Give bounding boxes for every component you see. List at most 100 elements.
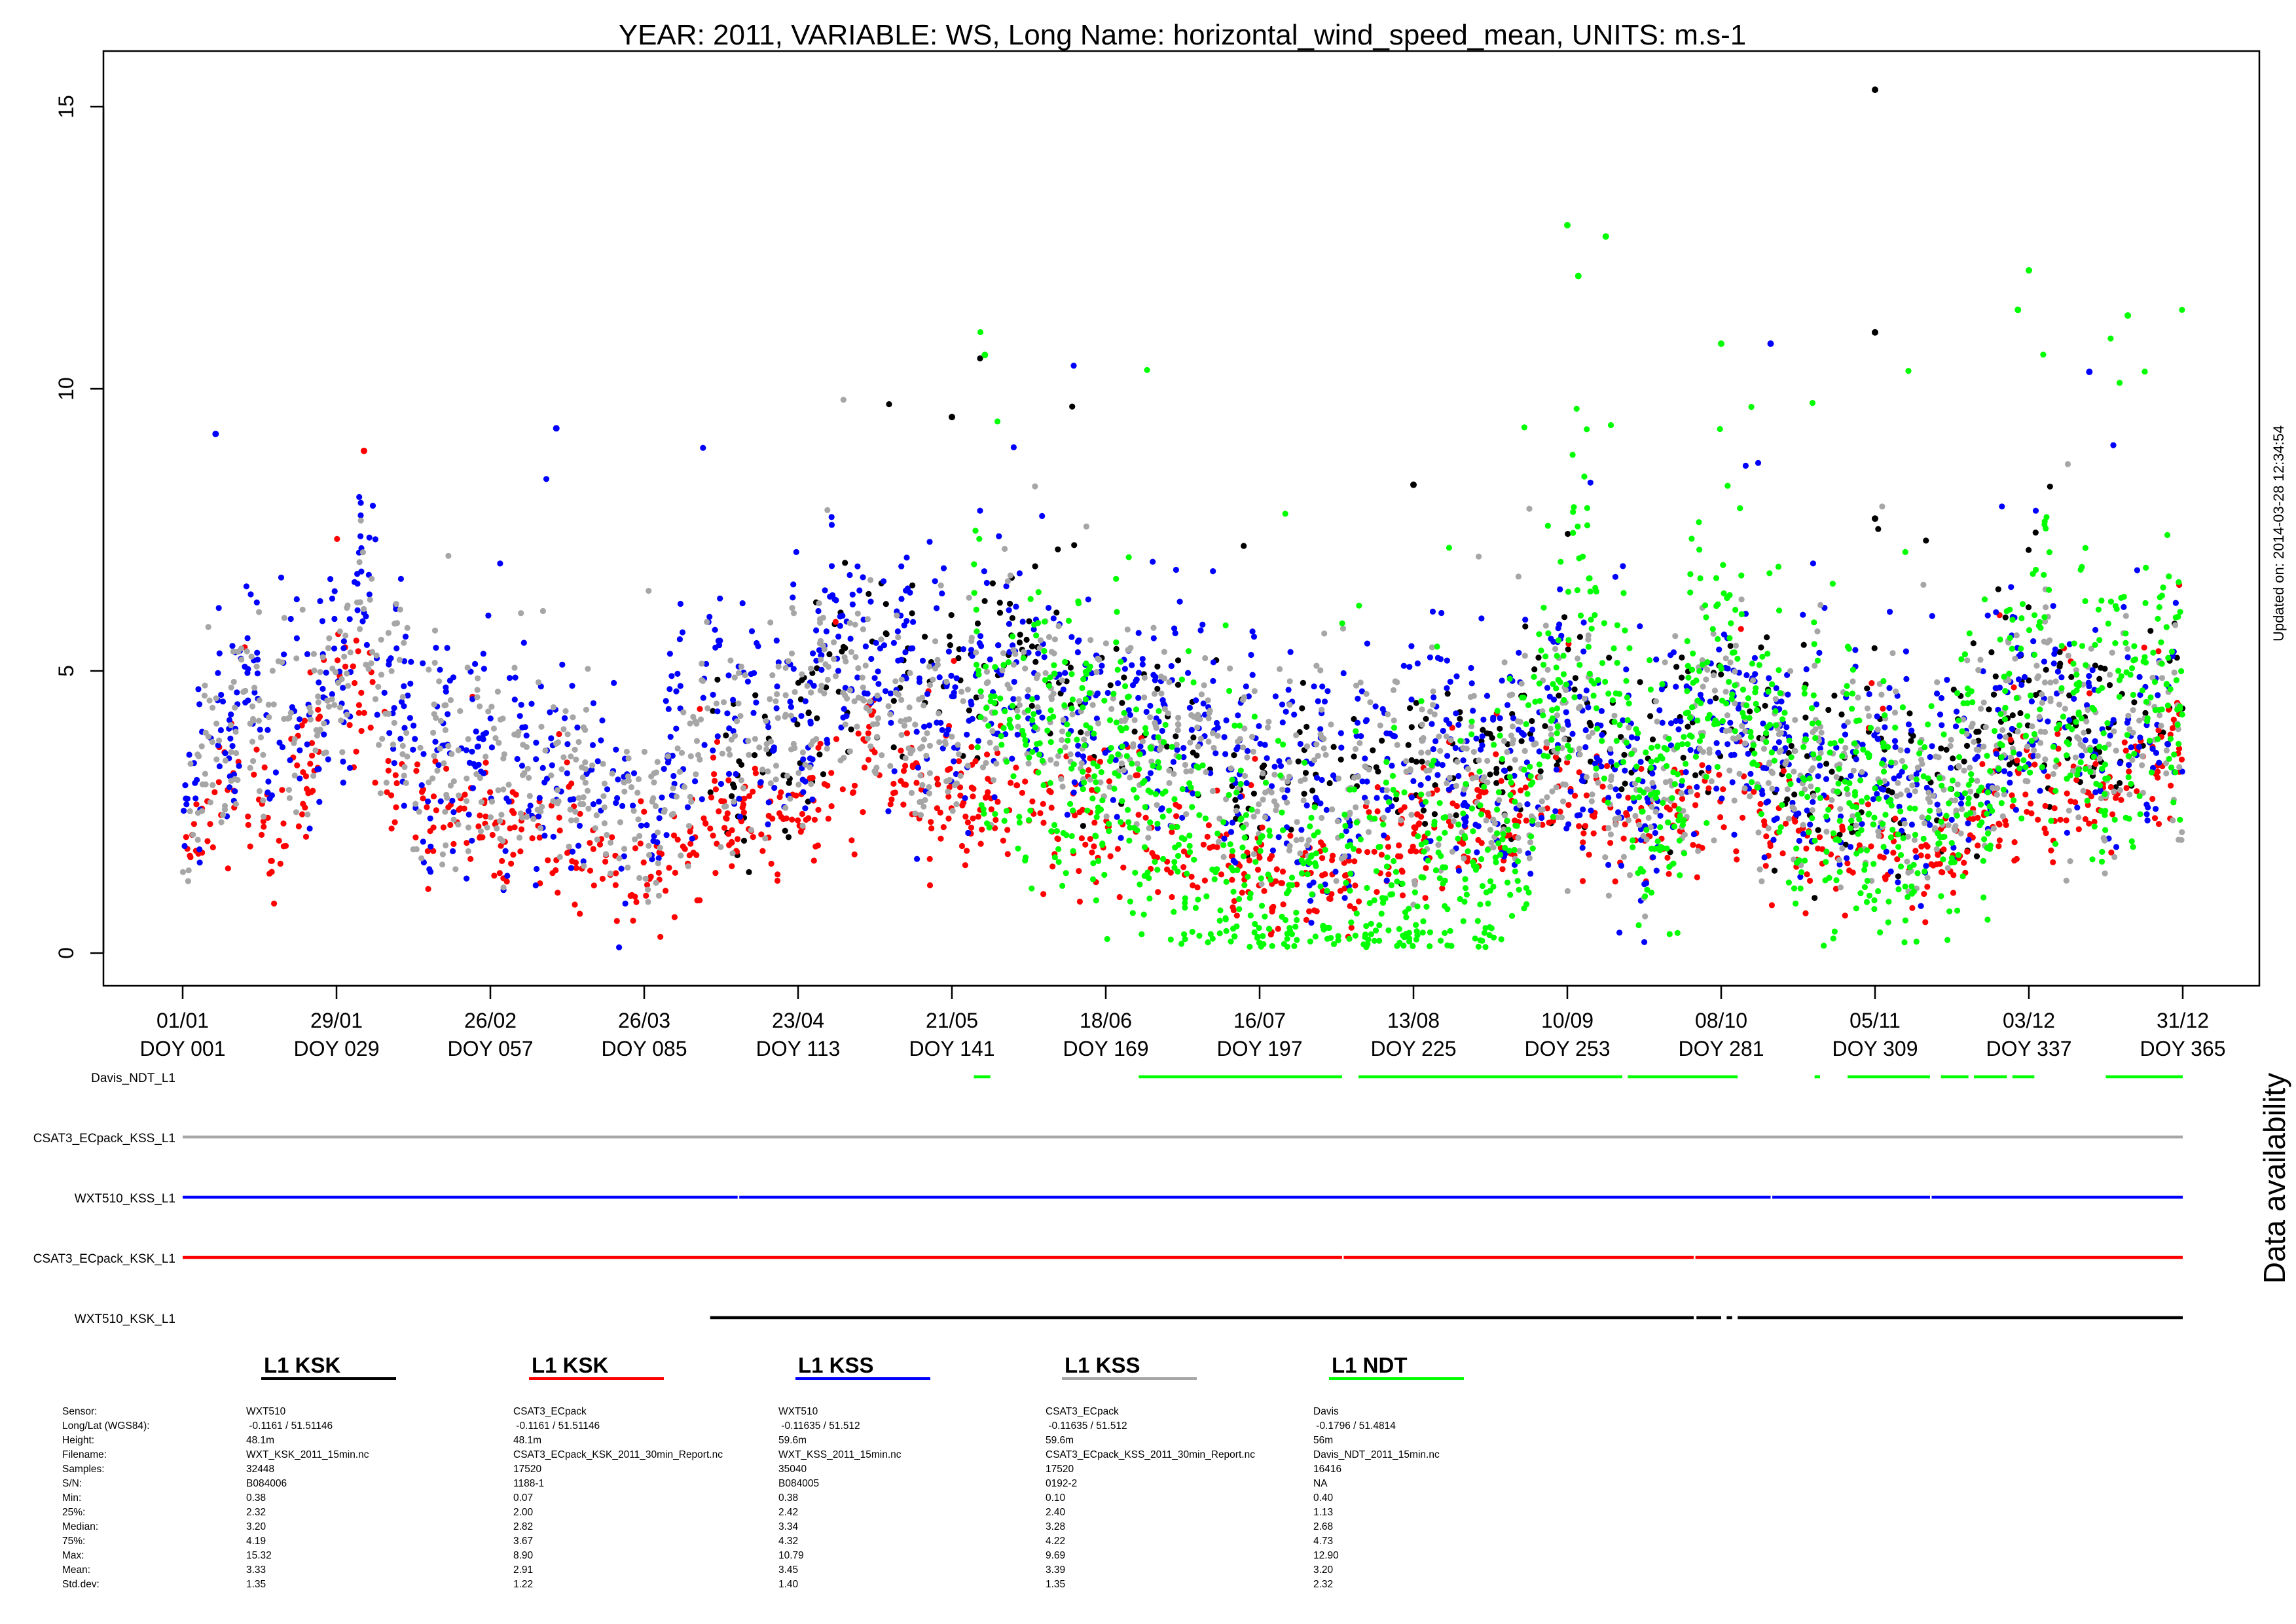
- data-point: [583, 770, 590, 777]
- data-point: [1673, 664, 1680, 670]
- data-point: [1912, 805, 1918, 812]
- data-point: [431, 701, 437, 708]
- data-point: [477, 812, 483, 819]
- data-point: [1303, 723, 1310, 730]
- data-point: [259, 831, 265, 838]
- data-point: [824, 676, 831, 683]
- data-point: [1527, 773, 1534, 780]
- data-point: [442, 808, 448, 815]
- data-point: [1114, 814, 1120, 820]
- data-point: [1470, 708, 1476, 714]
- data-point: [875, 668, 881, 675]
- data-point: [621, 788, 628, 795]
- data-point: [1776, 739, 1782, 746]
- data-point: [1201, 877, 1208, 884]
- data-point: [325, 703, 332, 710]
- data-point: [447, 782, 454, 789]
- data-point: [1594, 725, 1601, 732]
- data-point: [437, 798, 444, 804]
- data-point: [1003, 808, 1010, 814]
- data-point: [2079, 752, 2085, 759]
- data-point: [1221, 734, 1228, 740]
- data-point: [545, 857, 551, 863]
- data-point: [1048, 804, 1055, 811]
- data-point: [1134, 761, 1140, 767]
- data-point: [919, 657, 926, 664]
- data-point: [924, 730, 930, 736]
- data-point: [1235, 738, 1241, 745]
- data-point: [1228, 765, 1234, 772]
- data-point: [1621, 751, 1628, 758]
- data-point: [204, 838, 211, 844]
- data-point: [673, 793, 680, 800]
- data-point: [549, 762, 555, 768]
- data-point: [1129, 761, 1135, 767]
- data-point: [1439, 885, 1446, 892]
- data-point: [1076, 637, 1082, 643]
- data-point: [1082, 841, 1089, 848]
- data-point: [862, 662, 869, 669]
- data-point: [832, 619, 839, 625]
- data-point: [1561, 614, 1568, 621]
- data-point: [1552, 754, 1559, 761]
- data-point: [1173, 742, 1180, 748]
- data-point: [782, 664, 789, 671]
- data-point: [596, 799, 602, 805]
- data-point: [2149, 795, 2156, 803]
- data-point: [1810, 799, 1816, 805]
- data-point: [634, 789, 641, 796]
- data-point: [915, 765, 921, 771]
- data-point: [1956, 763, 1962, 770]
- data-point: [577, 911, 583, 917]
- data-point: [570, 714, 576, 721]
- data-point: [234, 689, 240, 696]
- data-point: [1868, 680, 1875, 687]
- data-point: [657, 933, 664, 940]
- data-point: [1892, 816, 1899, 822]
- data-point: [1264, 755, 1270, 761]
- data-point: [735, 670, 742, 676]
- data-point: [2052, 646, 2058, 653]
- data-point: [1815, 827, 1821, 833]
- data-point: [1768, 768, 1775, 775]
- data-point: [1460, 757, 1467, 764]
- data-point: [574, 724, 581, 731]
- data-point: [1173, 566, 1179, 573]
- data-point: [1186, 832, 1193, 839]
- data-point: [2032, 507, 2039, 514]
- data-point: [1010, 444, 1017, 451]
- data-point: [1051, 650, 1057, 657]
- data-point: [2024, 743, 2031, 750]
- data-point: [1314, 774, 1321, 781]
- data-point: [2043, 666, 2049, 673]
- data-point: [1333, 878, 1339, 884]
- data-point: [226, 717, 233, 723]
- data-point: [1565, 531, 1571, 537]
- data-point: [970, 815, 976, 821]
- data-point: [805, 709, 812, 716]
- data-point: [536, 795, 543, 801]
- data-point: [1465, 848, 1471, 855]
- data-point: [1924, 875, 1931, 881]
- data-point: [2008, 584, 2014, 590]
- data-point: [2068, 674, 2075, 680]
- data-point: [1084, 807, 1091, 814]
- data-point: [1788, 742, 1795, 749]
- data-point: [706, 613, 713, 621]
- data-point: [820, 642, 826, 649]
- data-point: [923, 752, 930, 759]
- data-point: [936, 710, 942, 717]
- data-point: [1880, 786, 1887, 793]
- data-point: [674, 745, 681, 751]
- data-point: [1029, 798, 1036, 804]
- data-point: [457, 708, 464, 714]
- data-point: [325, 645, 331, 651]
- data-point: [1711, 687, 1718, 694]
- data-point: [1480, 716, 1487, 723]
- data-point: [2167, 736, 2174, 742]
- data-point: [548, 803, 555, 809]
- data-point: [279, 744, 286, 751]
- data-point: [281, 615, 287, 621]
- data-point: [1637, 623, 1643, 630]
- data-point: [1921, 820, 1928, 827]
